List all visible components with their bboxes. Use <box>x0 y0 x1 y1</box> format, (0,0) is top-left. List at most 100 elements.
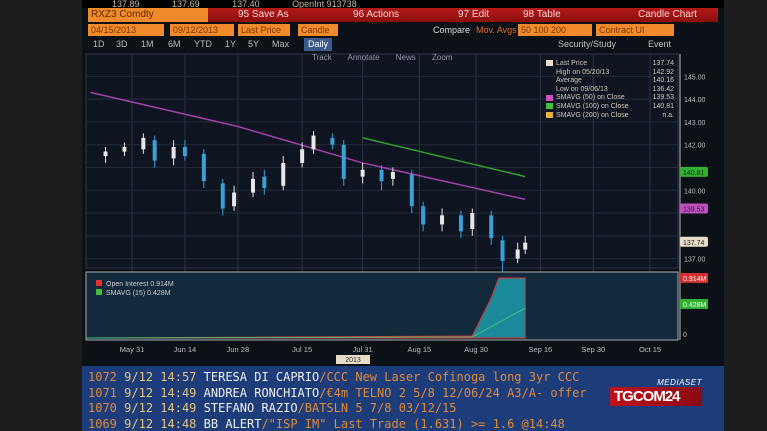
candle-body <box>250 178 255 193</box>
candle-body <box>470 213 475 229</box>
candle-body <box>458 215 463 232</box>
candle-body <box>152 140 157 161</box>
x-tick-label: Jun 14 <box>174 345 197 354</box>
news-author: BB ALERT <box>203 416 262 431</box>
annotate-tool[interactable]: Annotate <box>347 53 380 62</box>
x-tick-label: Aug 30 <box>464 345 488 354</box>
oi-badge <box>680 299 708 309</box>
table-menu[interactable]: 98 Table <box>523 9 561 20</box>
candle-body <box>341 144 346 179</box>
legend-value: 139.53 <box>652 94 674 102</box>
period-max[interactable]: Max <box>272 39 290 49</box>
period-6m[interactable]: 6M <box>168 39 181 49</box>
x-tick-label: Jul 31 <box>353 345 373 354</box>
news-date: 9/12 <box>124 416 154 431</box>
y-tick-label: 145.00 <box>684 74 706 81</box>
chart-type-title: Candle Chart <box>638 9 697 20</box>
candle-body <box>220 183 225 209</box>
period-ytd[interactable]: YTD <box>194 39 212 49</box>
news-item[interactable]: 1071 9/12 14:49 ANDREA RONCHIATO/€4m TEL… <box>88 386 724 402</box>
period-3d[interactable]: 3D <box>116 39 128 49</box>
candle-body <box>311 135 316 150</box>
quote-value: 137.89 <box>112 0 140 9</box>
candle-body <box>330 137 335 145</box>
x-tick-label: May 31 <box>120 345 145 354</box>
edit-menu[interactable]: 97 Edit <box>458 9 490 20</box>
y-tick-label: 137.00 <box>684 257 706 264</box>
period-1d[interactable]: 1D <box>93 39 105 49</box>
save-as-menu[interactable]: 95 Save As <box>238 9 289 20</box>
period-1y[interactable]: 1Y <box>225 39 237 49</box>
candle-body <box>171 147 176 159</box>
legend-swatch <box>546 103 553 110</box>
event-button[interactable]: Event <box>648 39 672 49</box>
legend-label: SMAVG (100) on Close <box>556 102 629 110</box>
oi-badge-label: 0.914M <box>683 276 707 283</box>
legend-swatch <box>546 111 553 118</box>
mov-avgs-field[interactable]: 50 100 200 <box>518 24 592 36</box>
candle-body <box>515 249 520 259</box>
frequency-select[interactable]: Daily <box>304 38 333 51</box>
candle-body <box>281 162 286 186</box>
period-1m[interactable]: 1M <box>141 39 154 49</box>
x-tick-label: Jun 28 <box>227 345 250 354</box>
oi-legend-label: Open Interest 0.914M <box>106 281 174 288</box>
quote-value: 137.40 <box>232 0 260 9</box>
candle-body <box>421 206 426 225</box>
quote-value: 137.69 <box>172 0 200 9</box>
legend-value: n.a. <box>662 111 674 119</box>
open-interest-value: OpenInt 913738 <box>292 0 357 9</box>
period-5y[interactable]: 5Y <box>248 39 260 49</box>
y-tick-label: 140.00 <box>684 188 706 195</box>
year-label: 2013 <box>345 357 361 364</box>
track-tool[interactable]: Track <box>312 53 332 62</box>
legend-value: 136.42 <box>652 85 674 93</box>
end-date-field[interactable]: 09/12/2013 <box>170 24 234 36</box>
security-study-button[interactable]: Security/Study <box>558 39 617 49</box>
news-item[interactable]: 1070 9/12 14:49 STEFANO RAZIO/BATSLN 5 7… <box>88 401 724 417</box>
price-badge-label: 139.53 <box>683 207 705 214</box>
x-tick-label: Aug 15 <box>407 345 431 354</box>
news-tool[interactable]: News <box>395 53 416 62</box>
news-number: 1072 <box>88 370 117 384</box>
chart-tools: Track Annotate News Zoom <box>312 53 466 62</box>
field-select[interactable]: Last Price <box>238 24 290 36</box>
legend-item: High on 05/20/13 142.92 <box>546 69 674 78</box>
actions-menu[interactable]: 96 Actions <box>353 9 400 20</box>
style-select[interactable]: Candle <box>298 24 338 36</box>
start-date-field[interactable]: 04/15/2013 <box>88 24 164 36</box>
news-date: 9/12 <box>124 370 154 384</box>
open-interest-panel <box>85 271 679 341</box>
price-badge <box>680 236 708 247</box>
price-badge-label: 140.81 <box>683 170 705 177</box>
compare-checkbox[interactable]: Compare <box>433 25 471 35</box>
legend-item: Low on 09/06/13 136.42 <box>546 86 674 95</box>
tgcom24-logo: MEDIASET TGCOM24 <box>610 378 702 406</box>
price-badge-label: 137.74 <box>683 240 705 247</box>
legend-label: SMAVG (200) on Close <box>556 111 629 119</box>
zoom-tool[interactable]: Zoom <box>432 53 453 62</box>
candle-body <box>300 149 305 163</box>
controls-row: 04/15/2013 09/12/2013 Last Price Candle … <box>88 23 718 37</box>
contract-select[interactable]: Contract UI <box>596 24 674 36</box>
candle-body <box>360 169 365 177</box>
news-author: STEFANO RAZIO <box>203 401 298 415</box>
news-item[interactable]: 1069 9/12 14:48 BB ALERT/"ISP IM" Last T… <box>88 417 724 431</box>
news-item[interactable]: 1072 9/12 14:57 TERESA DI CAPRIO/CCC New… <box>88 370 724 386</box>
x-tick-label: Oct 15 <box>639 345 661 354</box>
news-author: ANDREA RONCHIATO <box>203 385 320 400</box>
legend-item: SMAVG (50) on Close 139.53 <box>546 94 674 103</box>
oi-legend-label: SMAVG (15) 0.428M <box>106 290 171 297</box>
legend-label: High on 05/20/13 <box>556 68 610 76</box>
price-chart[interactable]: 145.00 144.00 143.00 142.00 140.00 137.00 140.… <box>82 50 724 366</box>
legend-item: SMAVG (200) on Close n.a. <box>546 112 674 121</box>
news-date: 9/12 <box>124 401 154 415</box>
oi-legend-swatch <box>96 289 102 295</box>
news-headline: /CCC New Laser Cofinoga long 3yr CCC <box>319 370 580 384</box>
ticker-field[interactable]: RXZ3 Comdty <box>88 8 208 22</box>
legend-item: Average 140.16 <box>546 77 674 86</box>
sma100-line <box>362 137 526 178</box>
mov-avgs-label: Mov. Avgs <box>476 25 517 35</box>
toolbar: RXZ3 Comdty 95 Save As 96 Actions 97 Edi… <box>88 8 718 22</box>
legend-item: SMAVG (100) on Close 140.81 <box>546 103 674 112</box>
